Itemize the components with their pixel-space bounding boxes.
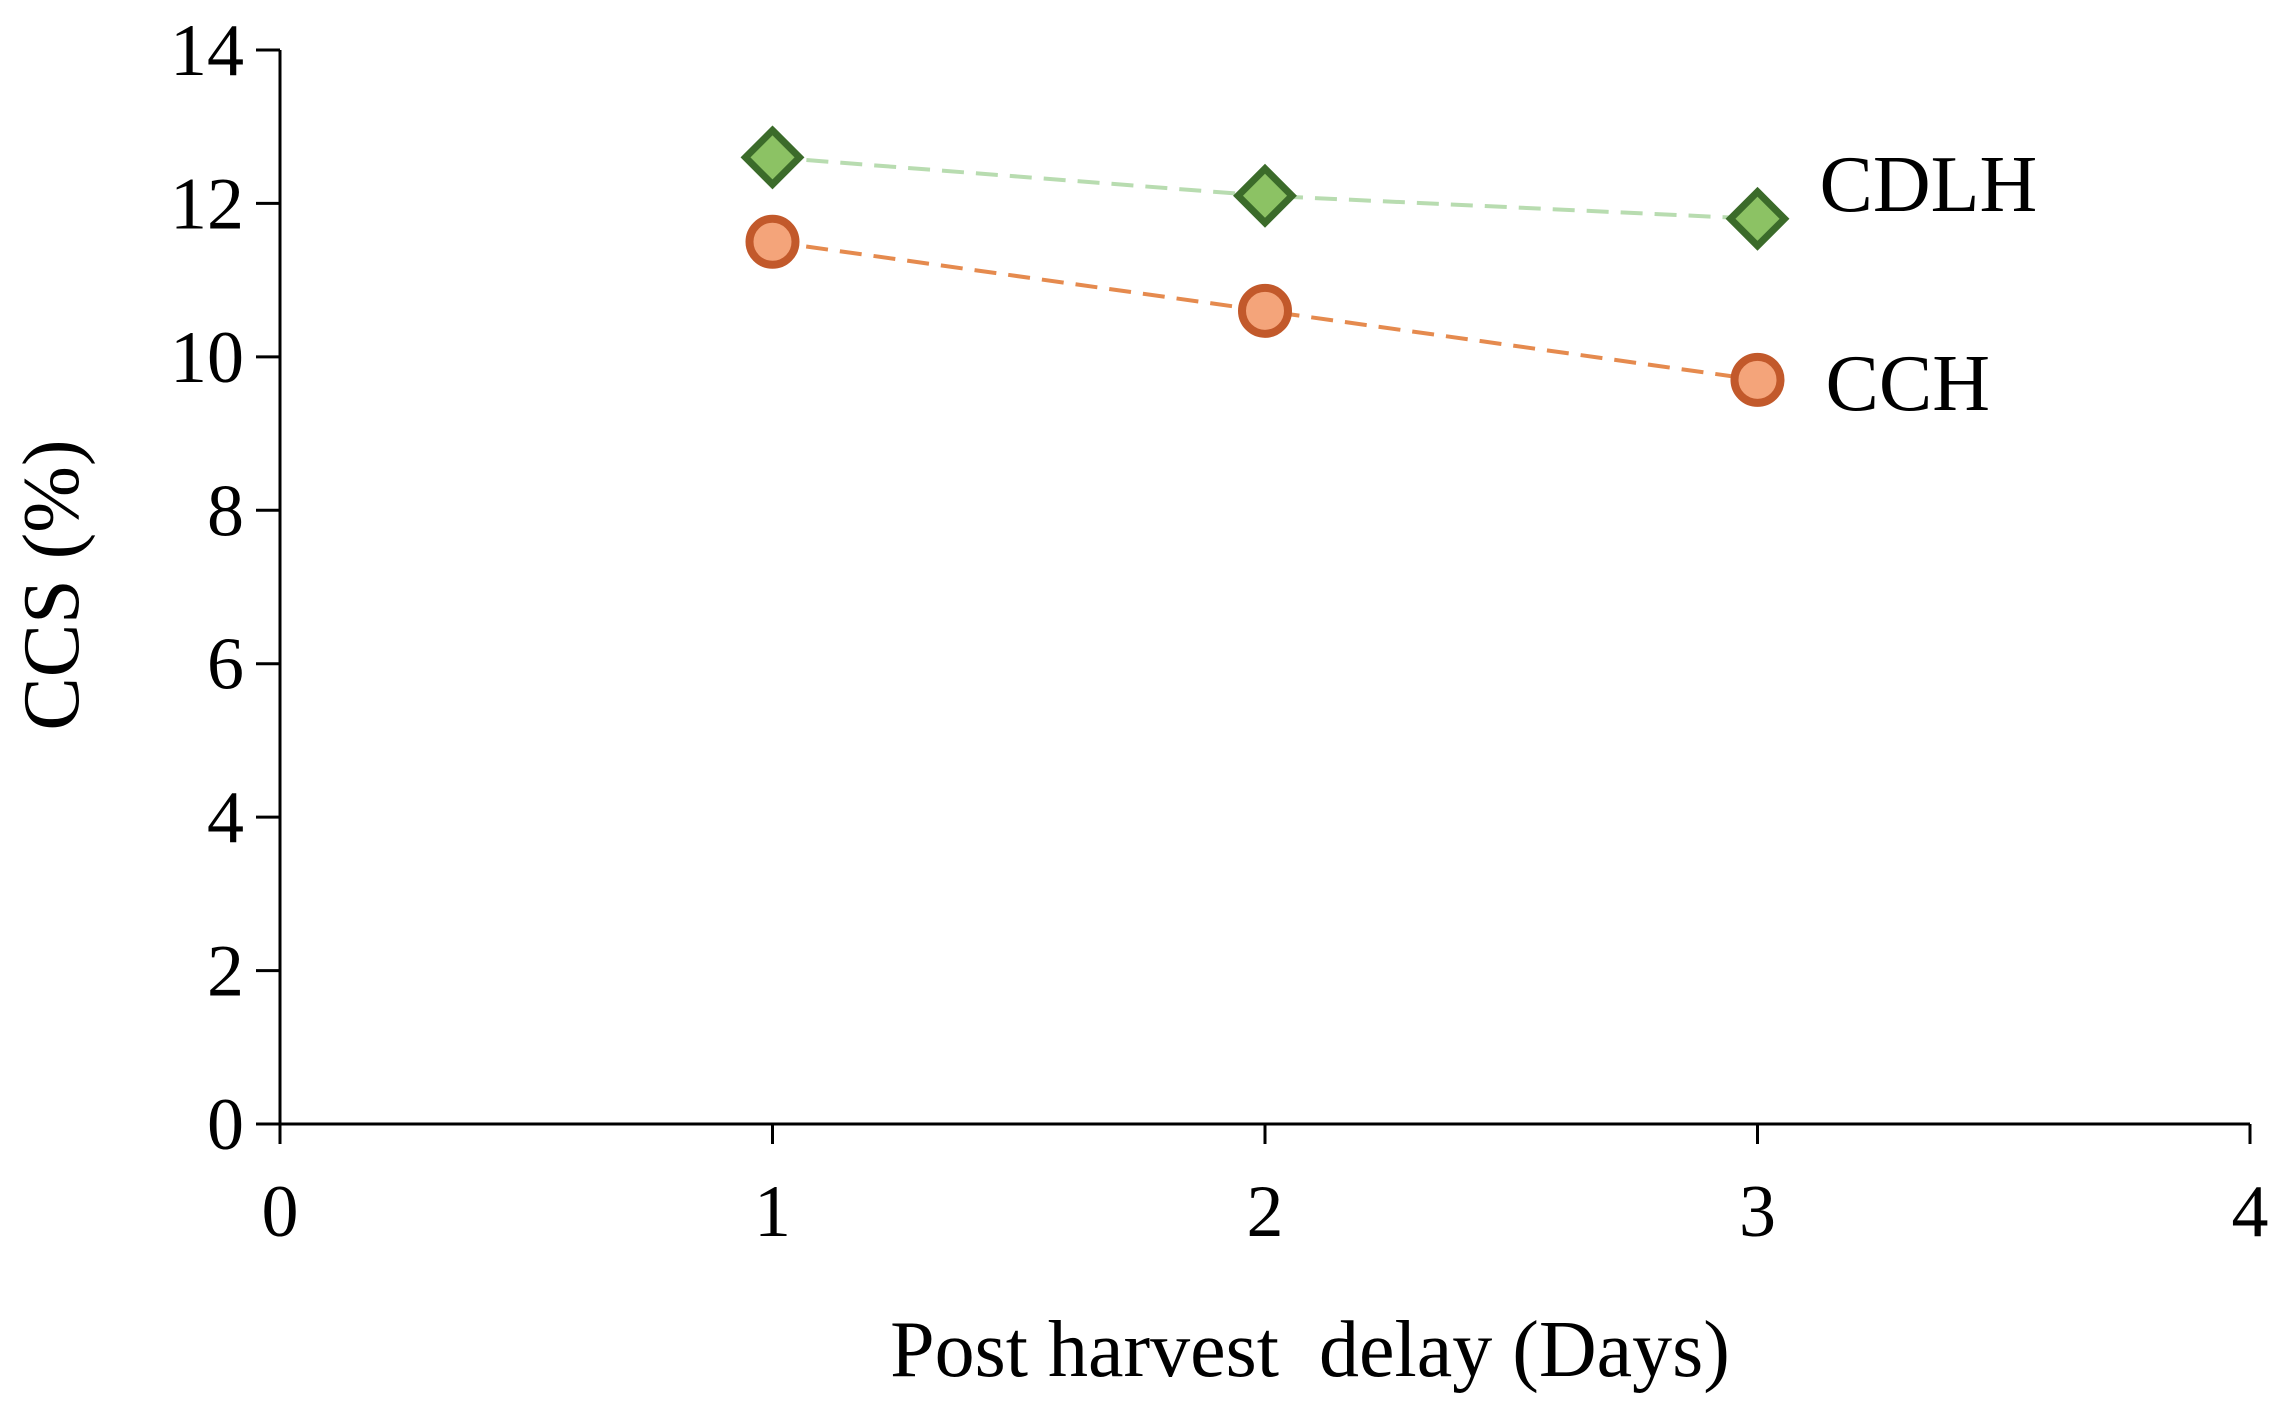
series-label-cdlh: CDLH	[1820, 141, 2038, 229]
labels: CDLH CCH	[1820, 141, 2038, 428]
data-point-cdlh	[1725, 186, 1790, 251]
data-point-cch	[1730, 352, 1785, 407]
y-tick-label: 2	[207, 931, 244, 1013]
y-tick-label: 14	[170, 10, 244, 92]
y-tick-label: 8	[207, 470, 244, 552]
data-point-cdlh	[1233, 163, 1297, 228]
series-label-cch: CCH	[1826, 340, 1991, 428]
x-tick-label: 2	[1247, 1171, 1284, 1253]
series-cch	[745, 214, 1785, 407]
x-tick-label: 0	[262, 1171, 299, 1253]
y-tick-label: 4	[207, 777, 244, 859]
y-tick-label: 10	[170, 317, 244, 399]
x-tick-label: 3	[1739, 1171, 1776, 1253]
y-tick-label: 0	[207, 1084, 244, 1166]
data-point-cdlh	[740, 125, 805, 190]
x-tick-label: 1	[754, 1171, 791, 1253]
series	[740, 125, 1790, 407]
data-point-cch	[1238, 283, 1292, 338]
data-point-cch	[745, 214, 800, 269]
y-tick-label: 6	[207, 624, 244, 706]
x-axis-title: Post harvest delay (Days)	[890, 1306, 1730, 1394]
x-tick-label: 4	[2232, 1171, 2269, 1253]
series-cdlh	[740, 125, 1790, 251]
y-tick-label: 12	[170, 163, 244, 245]
y-axis-title: CCS (%)	[8, 439, 96, 730]
